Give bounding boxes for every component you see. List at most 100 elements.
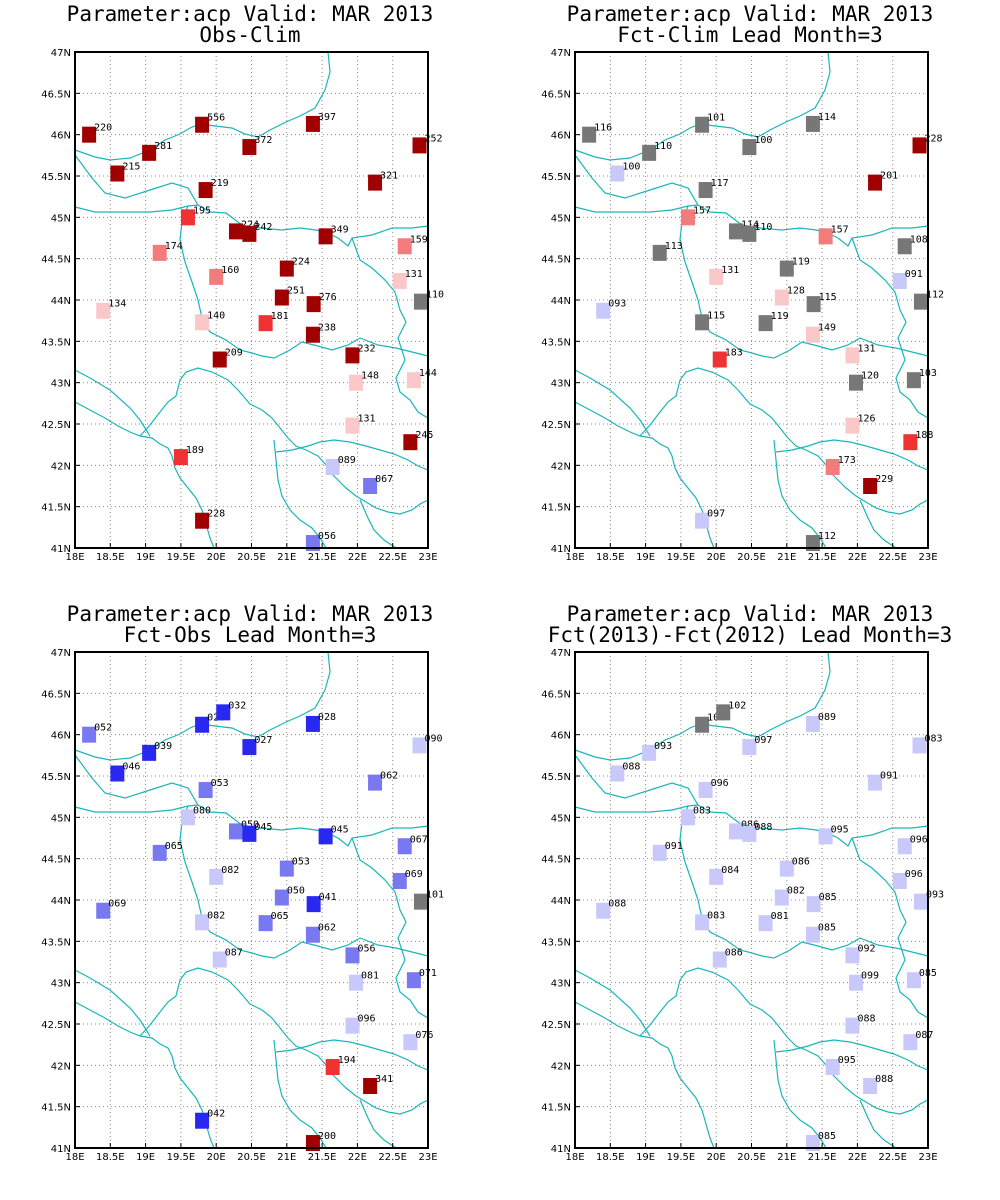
x-tick-label: 21.5E (308, 552, 337, 563)
station-marker: 173 (825, 455, 856, 475)
station-marker: 238 (305, 323, 336, 343)
station-value-label: 097 (707, 509, 725, 520)
border-line (74, 754, 429, 847)
station-value-label: 242 (254, 222, 272, 233)
station-value-label: 091 (905, 269, 923, 280)
station-square (368, 774, 383, 791)
y-tick-label: 45.5N (41, 172, 71, 183)
station-square (806, 896, 821, 913)
station-value-label: 082 (787, 886, 805, 897)
station-marker: 093 (596, 299, 626, 319)
station-square (845, 347, 860, 364)
station-value-label: 114 (818, 112, 836, 123)
station-marker: 065 (258, 911, 289, 932)
x-tick-label: 22.5E (878, 552, 907, 563)
station-marker: 194 (325, 1055, 356, 1075)
station-square (413, 893, 428, 910)
station-value-label: 119 (771, 311, 789, 322)
station-marker: 242 (242, 222, 272, 242)
station-marker: 195 (180, 205, 211, 226)
border-line (574, 651, 831, 761)
station-marker: 088 (742, 822, 772, 842)
station-value-label: 091 (665, 841, 683, 852)
x-tick-label: 23E (418, 552, 437, 563)
station-value-label: 050 (287, 886, 305, 897)
station-marker: 087 (903, 1030, 933, 1051)
border-line (574, 754, 929, 847)
station-marker: 113 (652, 241, 683, 261)
station-square (397, 838, 412, 855)
station-square (742, 739, 757, 756)
station-square (209, 268, 224, 285)
y-tick-label: 45N (551, 213, 571, 224)
station-value-label: 157 (693, 205, 711, 216)
y-tick-label: 45.5N (541, 172, 571, 183)
station-square (195, 1112, 210, 1129)
station-square (596, 302, 611, 319)
station-value-label: 102 (728, 700, 746, 711)
y-tick-label: 43N (51, 979, 71, 990)
x-tick-label: 18E (565, 552, 584, 563)
station-square (652, 244, 667, 261)
station-marker: 032 (216, 700, 246, 721)
station-square (868, 774, 883, 791)
station-value-label: 160 (221, 265, 239, 276)
station-marker: 076 (403, 1030, 433, 1051)
station-square (348, 974, 363, 991)
station-marker: 080 (180, 805, 211, 826)
station-square (198, 782, 213, 799)
border-line (851, 237, 929, 419)
station-marker: 140 (195, 310, 225, 331)
station-value-label: 093 (926, 890, 944, 901)
y-tick-label: 41N (51, 544, 71, 555)
station-value-label: 110 (426, 290, 444, 301)
y-tick-label: 46N (551, 131, 571, 142)
station-value-label: 556 (207, 113, 225, 124)
station-marker: 045 (242, 822, 272, 842)
station-marker: 117 (698, 178, 729, 199)
station-value-label: 027 (254, 735, 272, 746)
border-line (139, 967, 429, 1115)
station-square (274, 889, 289, 906)
station-square (305, 326, 320, 343)
station-value-label: 174 (165, 241, 183, 252)
station-square (345, 417, 360, 434)
x-tick-label: 20.5E (737, 552, 766, 563)
station-value-label: 276 (319, 292, 337, 303)
border-line (273, 1039, 327, 1149)
station-square (912, 137, 927, 154)
station-value-label: 084 (721, 865, 739, 876)
station-value-label: 052 (94, 723, 112, 734)
x-tick-label: 19E (136, 552, 155, 563)
station-marker: 086 (728, 819, 759, 840)
station-marker: 224 (228, 219, 259, 240)
y-tick-label: 41.5N (541, 1103, 571, 1114)
station-value-label: 229 (875, 474, 893, 485)
y-tick-label: 41N (51, 1144, 71, 1155)
panel-subtitle: Fct(2013)-Fct(2012) Lead Month=3 (547, 623, 953, 647)
station-square (279, 860, 294, 877)
station-square (709, 268, 724, 285)
x-tick-label: 19E (136, 1152, 155, 1163)
station-square (806, 296, 821, 313)
station-square (913, 293, 928, 310)
station-square (228, 823, 243, 840)
y-tick-label: 45N (51, 813, 71, 824)
station-marker: 131 (345, 414, 376, 434)
station-value-label: 089 (338, 455, 356, 466)
station-value-label: 093 (654, 741, 672, 752)
border-line (74, 401, 215, 549)
station-marker: 556 (195, 113, 225, 133)
y-tick-label: 44.5N (541, 855, 571, 866)
y-tick-label: 42N (551, 1061, 571, 1072)
x-tick-label: 23E (418, 1152, 437, 1163)
border-line (359, 1099, 397, 1149)
station-square (848, 974, 863, 991)
station-marker: 116 (582, 123, 612, 143)
station-value-label: 159 (410, 234, 428, 245)
station-value-label: 088 (857, 1014, 875, 1025)
station-marker: 056 (345, 943, 376, 964)
station-square (716, 704, 731, 721)
station-value-label: 093 (608, 299, 626, 310)
border-line (773, 439, 827, 549)
